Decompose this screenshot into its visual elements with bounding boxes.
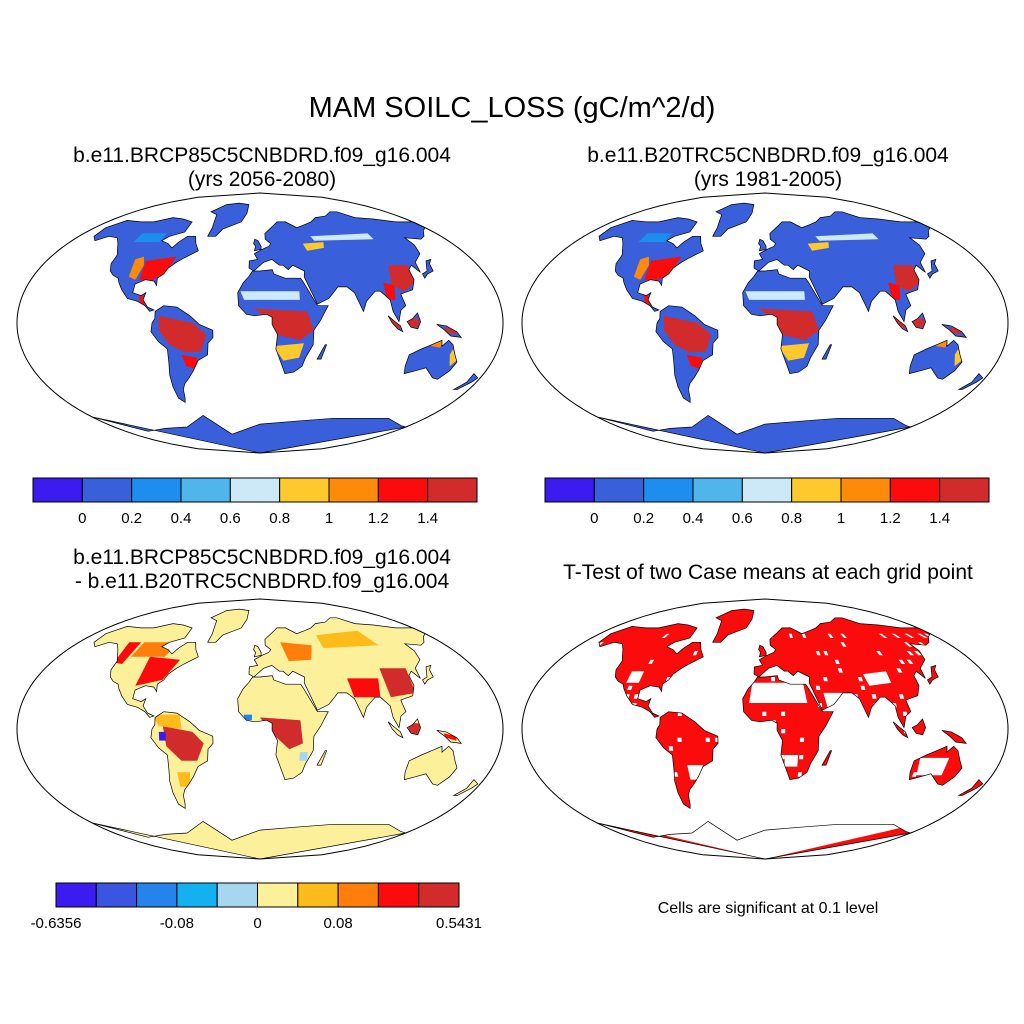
colorbar-swatch: [95, 882, 138, 908]
colorbar-swatch: [692, 477, 743, 503]
colorbar-tick-label: 0: [590, 510, 598, 527]
colorbar-tick-label: 0.8: [269, 510, 290, 527]
colorbar-historical: 0 0.2 0.4 0.6 0.8 1 1.2 1.4: [544, 477, 990, 527]
colorbar-swatch: [377, 882, 420, 908]
map-future: [16, 192, 504, 454]
colorbar-swatch: [889, 477, 941, 503]
panel-title-line1: b.e11.B20TRC5CNBDRD.f09_g16.004: [587, 144, 949, 167]
colorbar-swatch: [840, 477, 891, 503]
map-difference: [16, 598, 504, 860]
colorbar-tick-label: -0.08: [160, 915, 194, 932]
colorbar-tick-label: 1.2: [368, 510, 389, 527]
colorbar-swatch: [176, 882, 218, 908]
colorbar-tick-label: 1.4: [929, 510, 950, 527]
colorbar-tick-label: 0.08: [323, 915, 352, 932]
colorbar-swatch: [81, 477, 133, 503]
colorbar-tick-label: 1: [325, 510, 333, 527]
colorbar-swatch: [643, 477, 694, 503]
colorbar-tick-label: 0.6: [732, 510, 753, 527]
colorbar-swatch: [216, 882, 258, 908]
colorbar-tick-label: 0.4: [683, 510, 704, 527]
colorbar-swatch: [279, 477, 330, 503]
map-ttest: [521, 598, 1009, 860]
colorbar-difference: -0.6356 -0.08 0 0.08 0.5431: [31, 882, 482, 932]
colorbar-swatch: [131, 477, 182, 503]
colorbar-swatch: [418, 882, 460, 908]
colorbar-swatch: [180, 477, 231, 503]
colorbar-tick-label: 0.6: [220, 510, 241, 527]
colorbar-swatch: [328, 477, 379, 503]
panel-title-line2: (yrs 2056-2080): [187, 168, 337, 191]
colorbar-tick-label: 0: [253, 915, 261, 932]
colorbar-swatch: [939, 477, 990, 503]
colorbar-future: 0 0.2 0.4 0.6 0.8 1 1.2 1.4: [32, 477, 478, 527]
colorbar-swatch: [55, 882, 97, 908]
colorbar-swatch: [297, 882, 339, 908]
colorbar-tick-label: 1.2: [880, 510, 901, 527]
panel-title-line1: T-Test of two Case means at each grid po…: [563, 561, 973, 584]
panel-title-historical: b.e11.B20TRC5CNBDRD.f09_g16.004 (yrs 198…: [528, 144, 1008, 192]
map-historical: [521, 192, 1009, 454]
panel-title-line2: (yrs 1981-2005): [693, 168, 843, 191]
colorbar-tick-label: 1.4: [417, 510, 438, 527]
colorbar-swatch: [741, 477, 793, 503]
colorbar-tick-label: 0.4: [171, 510, 192, 527]
colorbar-swatch: [427, 477, 478, 503]
colorbar-tick-label: -0.6356: [31, 915, 82, 932]
colorbar-swatch: [593, 477, 645, 503]
colorbar-swatch: [229, 477, 281, 503]
colorbar-tick-label: 0: [78, 510, 86, 527]
colorbar-tick-label: 0.5431: [436, 915, 482, 932]
colorbar-tick-label: 0.2: [633, 510, 654, 527]
colorbar-swatch: [337, 882, 379, 908]
colorbar-swatch: [257, 882, 299, 908]
colorbar-swatch: [136, 882, 178, 908]
colorbar-tick-label: 0.2: [121, 510, 142, 527]
colorbar-swatch: [377, 477, 429, 503]
panel-title-difference: b.e11.BRCP85C5CNBDRD.f09_g16.004 - b.e11…: [22, 546, 502, 594]
colorbar-swatch: [32, 477, 83, 503]
panel-title-line1: b.e11.BRCP85C5CNBDRD.f09_g16.004: [73, 546, 451, 569]
panel-title-line1: b.e11.BRCP85C5CNBDRD.f09_g16.004: [73, 144, 451, 167]
panel-title-future: b.e11.BRCP85C5CNBDRD.f09_g16.004 (yrs 20…: [22, 144, 502, 192]
colorbar-swatch: [791, 477, 842, 503]
significance-note: Cells are significant at 0.1 level: [657, 900, 879, 917]
panel-title-ttest: T-Test of two Case means at each grid po…: [528, 561, 1008, 585]
main-title: MAM SOILC_LOSS (gC/m^2/d): [308, 92, 716, 124]
colorbar-tick-label: 0.8: [781, 510, 802, 527]
colorbar-tick-label: 1: [837, 510, 845, 527]
colorbar-swatch: [544, 477, 595, 503]
panel-title-line2: - b.e11.B20TRC5CNBDRD.f09_g16.004: [74, 570, 450, 593]
